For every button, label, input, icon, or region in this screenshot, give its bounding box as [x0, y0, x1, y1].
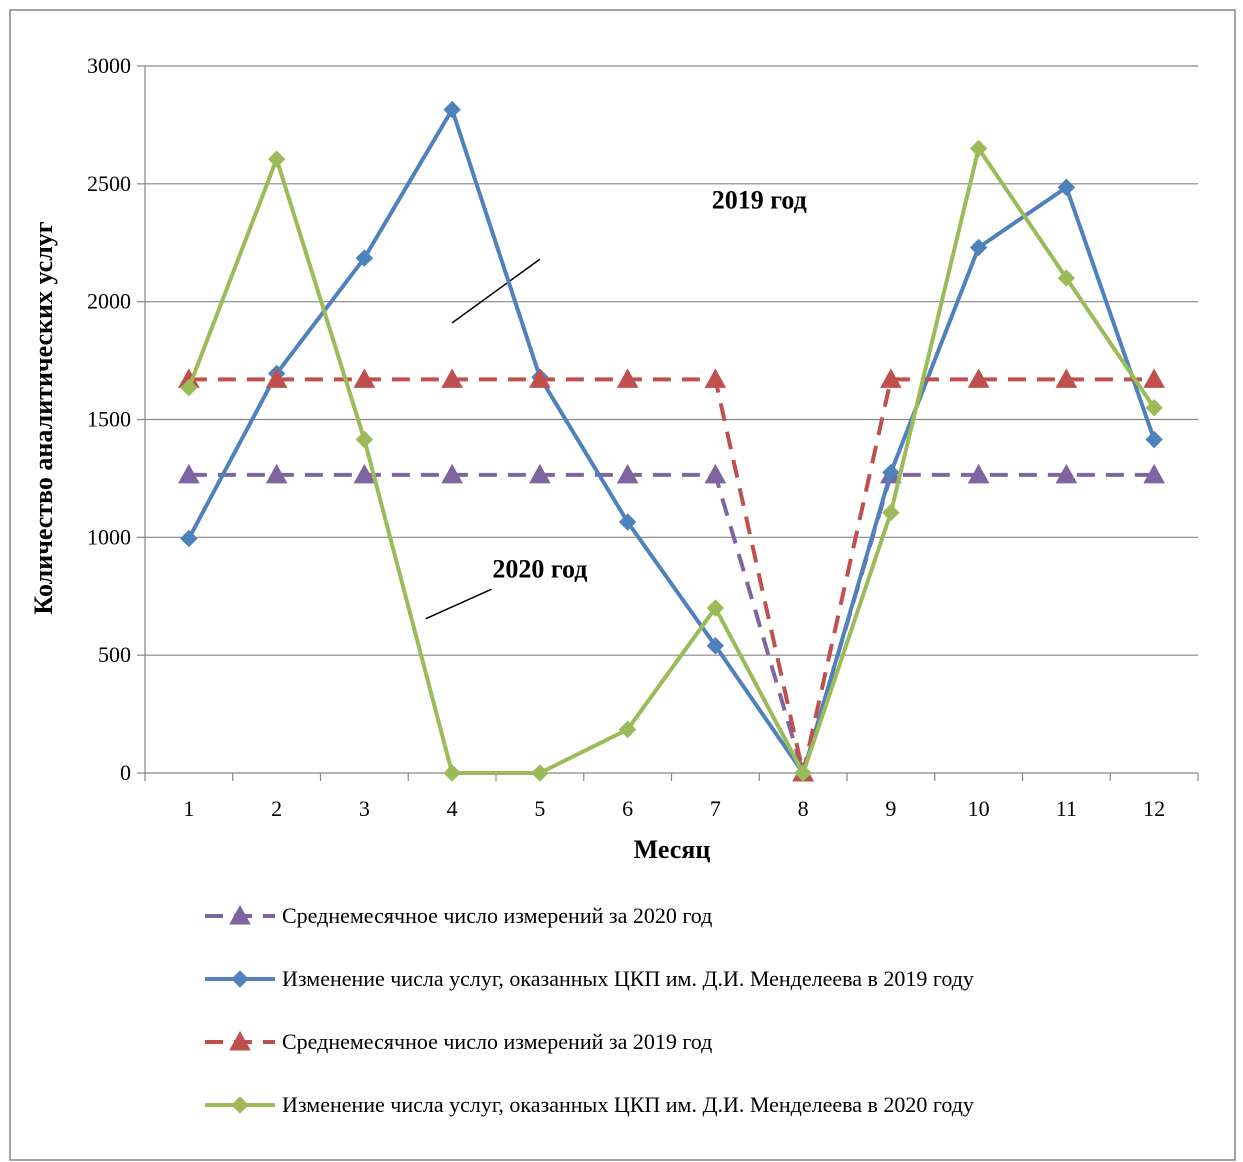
data-point: [265, 463, 288, 484]
data-point: [441, 368, 463, 388]
data-point: [265, 368, 288, 388]
x-tick-label: 10: [968, 796, 990, 821]
x-tick-label: 11: [1056, 796, 1077, 821]
data-point: [267, 150, 286, 168]
legend-label: Изменение числа услуг, оказанных ЦКП им.…: [282, 966, 974, 991]
y-tick-label: 1500: [87, 407, 131, 432]
y-tick-label: 0: [120, 760, 131, 785]
x-tick-label: 7: [710, 796, 721, 821]
legend-label: Изменение числа услуг, оказанных ЦКП им.…: [282, 1092, 974, 1117]
series-line: [188, 377, 1155, 775]
gridlines: [137, 65, 1198, 774]
legend-entry: Изменение числа услуг, оказанных ЦКП им.…: [205, 966, 974, 991]
data-point: [1143, 463, 1165, 484]
series-3: [178, 368, 1165, 782]
x-tick-label: 2: [271, 796, 282, 821]
data-point: [1145, 430, 1163, 449]
x-tick-label: 6: [622, 796, 633, 821]
data-point: [1055, 368, 1078, 388]
data-point: [441, 463, 463, 484]
data-point: [616, 368, 639, 388]
y-axis-title: Количество аналитических услуг: [29, 221, 58, 614]
data-point: [353, 368, 376, 388]
data-point: [1145, 399, 1163, 417]
data-point: [180, 529, 198, 548]
data-point: [355, 430, 374, 449]
legend-entry: Среднемесячное число измерений за 2019 г…: [205, 1029, 712, 1054]
legend-entry: Среднемесячное число измерений за 2020 г…: [205, 903, 712, 928]
y-tick-label: 500: [98, 642, 131, 667]
data-point: [969, 139, 988, 158]
data-point: [180, 378, 198, 397]
axes: [144, 66, 1199, 781]
series-line: [187, 146, 1156, 775]
y-tick-label: 3000: [87, 53, 131, 78]
chart-border: [9, 9, 1236, 1161]
y-tick-label: 2500: [87, 171, 131, 196]
data-point: [618, 513, 637, 531]
legend-entry: Изменение числа услуг, оказанных ЦКП им.…: [205, 1092, 974, 1117]
data-point: [706, 637, 725, 655]
y-tick-labels: 0 500 1000 1500 2000 2500 3000: [87, 53, 131, 785]
data-point: [178, 463, 200, 484]
data-point: [353, 463, 376, 484]
series-line: [187, 107, 1157, 775]
data-point: [1057, 269, 1076, 287]
legend-marker: [229, 904, 251, 925]
data-point: [882, 463, 900, 482]
data-point: [704, 368, 727, 388]
y-tick-label: 2000: [87, 289, 131, 314]
x-tick-label: 5: [534, 796, 545, 821]
legend-label: Среднемесячное число измерений за 2019 г…: [282, 1029, 712, 1054]
x-tick-label: 9: [885, 796, 896, 821]
y-tick-label: 1000: [87, 524, 131, 549]
data-point: [529, 463, 551, 484]
data-point: [531, 764, 549, 782]
data-point: [1055, 463, 1078, 484]
data-point: [880, 368, 902, 388]
legend-label: Среднемесячное число измерений за 2020 г…: [282, 903, 712, 928]
annotation-label: 2020 год: [492, 554, 587, 583]
series-4: [180, 139, 1163, 782]
data-point: [355, 249, 374, 267]
series-line: [188, 472, 1155, 775]
data-point: [616, 463, 639, 484]
data-point: [443, 764, 461, 782]
legend-marker: [231, 970, 249, 988]
data-point: [706, 599, 725, 617]
annotation-leader-line: [425, 588, 492, 620]
data-point: [967, 368, 990, 388]
data-point: [443, 100, 461, 119]
data-point: [1057, 178, 1076, 197]
legend-marker: [231, 1096, 249, 1114]
data-point: [967, 463, 990, 484]
x-axis-title: Месяц: [634, 835, 711, 864]
annotation-leader-line: [451, 258, 541, 324]
annotation-label: 2019 год: [712, 186, 807, 215]
data-point: [529, 368, 551, 388]
data-point: [704, 463, 727, 484]
legend: Среднемесячное число измерений за 2020 г…: [205, 903, 974, 1117]
data-point: [969, 238, 988, 257]
data-point: [794, 764, 812, 782]
series-layer: [178, 100, 1165, 782]
x-tick-label: 3: [359, 796, 370, 821]
annotations: 2019 год 2020 год: [425, 186, 807, 620]
data-point: [1143, 368, 1165, 388]
x-tick-label: 1: [183, 796, 194, 821]
data-point: [882, 503, 900, 522]
x-tick-label: 4: [447, 796, 458, 821]
x-tick-labels: 1 2 3 4 5 6 7 8 9 10 11 12: [183, 796, 1165, 821]
x-tick-label: 8: [798, 796, 809, 821]
data-point: [618, 720, 637, 739]
x-tick-label: 12: [1143, 796, 1165, 821]
legend-marker: [229, 1030, 251, 1051]
